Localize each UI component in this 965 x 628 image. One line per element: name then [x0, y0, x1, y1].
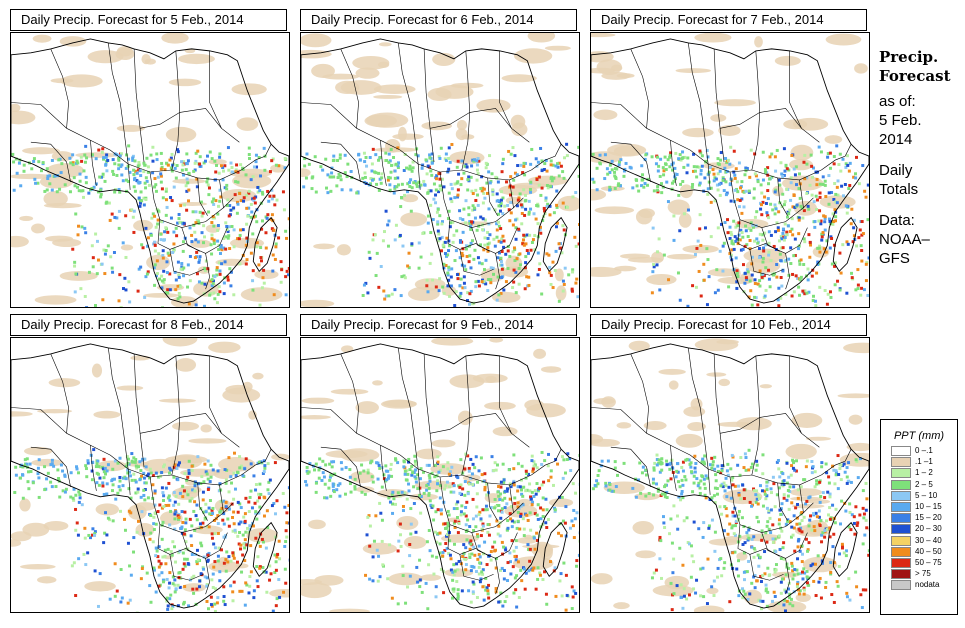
legend-item: 15 – 20: [881, 513, 957, 524]
legend-swatch: [891, 490, 911, 501]
africa-map: [591, 338, 869, 612]
map-info: Precip. Forecast as of: 5 Feb. 2014 Dail…: [879, 48, 951, 268]
africa-map: [301, 338, 579, 612]
legend-swatch: [891, 501, 911, 512]
legend-swatch: [891, 546, 911, 557]
legend-label: > 75: [915, 569, 931, 579]
legend-swatch: [891, 557, 911, 568]
data-source: NOAA–: [879, 231, 930, 248]
panel-title: Daily Precip. Forecast for 8 Feb., 2014: [10, 314, 287, 336]
info-title-line: Forecast: [879, 67, 951, 85]
legend-swatch: [891, 580, 911, 591]
asof-label: as of:: [879, 93, 916, 110]
africa-map: [301, 33, 579, 307]
legend-swatch: [891, 524, 911, 535]
precip-map: [300, 32, 580, 308]
legend-label: 30 – 40: [915, 535, 942, 545]
legend-swatch: [891, 457, 911, 468]
legend-item: 50 – 75: [881, 557, 957, 569]
legend-label: 15 – 20: [915, 513, 942, 523]
legend-swatch: [891, 513, 911, 524]
data-source: GFS: [879, 250, 910, 267]
precip-map: [10, 337, 290, 613]
legend-label: nodata: [915, 580, 940, 590]
africa-map: [11, 338, 289, 612]
legend-item: 1 – 2: [881, 468, 957, 479]
panel-title: Daily Precip. Forecast for 9 Feb., 2014: [300, 314, 577, 336]
legend-swatch: [891, 479, 911, 490]
legend-item: 0 –.1: [881, 446, 957, 457]
totals-label: Daily: [879, 162, 913, 179]
legend-swatch: [891, 569, 911, 580]
precip-map: [300, 337, 580, 613]
asof-date: 2014: [879, 131, 913, 148]
precip-map: [590, 32, 870, 308]
panel-title: Daily Precip. Forecast for 5 Feb., 2014: [10, 9, 287, 31]
legend-swatch: [891, 535, 911, 546]
panel-title: Daily Precip. Forecast for 6 Feb., 2014: [300, 9, 577, 31]
africa-map: [591, 33, 869, 307]
legend-swatch: [891, 468, 911, 479]
legend-item: 5 – 10: [881, 490, 957, 502]
asof-date: 5 Feb.: [879, 112, 922, 129]
legend-label: 10 – 15: [915, 501, 942, 511]
africa-map: [11, 33, 289, 307]
legend-item: > 75: [881, 569, 957, 580]
panel-title: Daily Precip. Forecast for 7 Feb., 2014: [590, 9, 867, 31]
legend-label: 40 – 50: [915, 546, 942, 556]
legend-item: 40 – 50: [881, 546, 957, 558]
legend-label: 0 –.1: [915, 446, 933, 455]
legend-label: 1 – 2: [915, 468, 933, 478]
panel-title: Daily Precip. Forecast for 10 Feb., 2014: [590, 314, 867, 336]
legend-item: .1 –1: [881, 457, 957, 468]
legend-label: 50 – 75: [915, 557, 942, 567]
legend-label: 5 – 10: [915, 490, 938, 500]
legend-item: 20 – 30: [881, 524, 957, 535]
legend-item: 30 – 40: [881, 535, 957, 547]
legend-label: 20 – 30: [915, 524, 942, 534]
totals-label: Totals: [879, 181, 919, 198]
info-title-line: Precip.: [879, 48, 939, 66]
data-source: Data:: [879, 212, 915, 229]
legend-swatch: [891, 446, 911, 456]
legend-label: 2 – 5: [915, 479, 933, 489]
legend-item: nodata: [881, 580, 957, 591]
legend-item: 10 – 15: [881, 501, 957, 513]
precip-map: [10, 32, 290, 308]
legend-item: 2 – 5: [881, 479, 957, 491]
precip-map: [590, 337, 870, 613]
legend-label: .1 –1: [915, 457, 933, 467]
legend-title: PPT (mm): [893, 430, 945, 442]
